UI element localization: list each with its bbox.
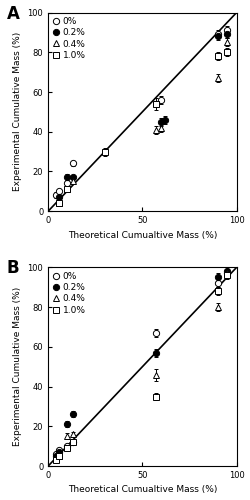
Y-axis label: Experimental Cumulative Mass (%): Experimental Cumulative Mass (%) <box>13 287 22 446</box>
Y-axis label: Experimental Cumulative Mass (%): Experimental Cumulative Mass (%) <box>13 32 22 192</box>
Legend: 0%, 0.2%, 0.4%, 1.0%: 0%, 0.2%, 0.4%, 1.0% <box>51 16 88 62</box>
X-axis label: Theoretical Cumualtive Mass (%): Theoretical Cumualtive Mass (%) <box>68 486 217 494</box>
Text: A: A <box>7 4 20 22</box>
Legend: 0%, 0.2%, 0.4%, 1.0%: 0%, 0.2%, 0.4%, 1.0% <box>51 270 88 316</box>
Text: B: B <box>7 260 19 278</box>
X-axis label: Theoretical Cumualtive Mass (%): Theoretical Cumualtive Mass (%) <box>68 230 217 239</box>
